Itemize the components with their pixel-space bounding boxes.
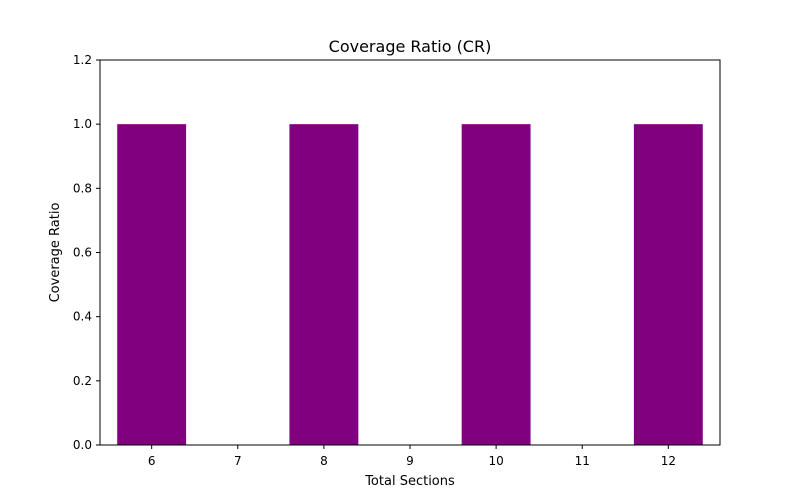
bar-6 — [117, 124, 187, 446]
y-tick-label: 0.0 — [73, 438, 92, 452]
bar-12 — [633, 124, 703, 446]
bar-10 — [461, 124, 531, 446]
y-axis-ticks: 0.0 0.2 0.4 0.6 0.8 1.0 1.2 — [73, 53, 100, 452]
x-axis-ticks: 6 7 8 9 10 11 12 — [148, 445, 676, 468]
bar-8 — [289, 124, 359, 446]
y-tick-label: 1.0 — [73, 117, 92, 131]
chart-title: Coverage Ratio (CR) — [329, 37, 492, 56]
x-tick-label: 8 — [320, 454, 328, 468]
y-tick-label: 0.2 — [73, 374, 92, 388]
x-tick-label: 12 — [661, 454, 676, 468]
x-tick-label: 10 — [488, 454, 503, 468]
x-tick-label: 7 — [234, 454, 242, 468]
y-tick-label: 1.2 — [73, 53, 92, 67]
x-tick-label: 9 — [406, 454, 414, 468]
y-axis-label: Coverage Ratio — [48, 203, 63, 303]
y-tick-label: 0.4 — [73, 310, 92, 324]
y-tick-label: 0.6 — [73, 246, 92, 260]
x-tick-label: 11 — [575, 454, 590, 468]
plot-frame — [99, 59, 721, 446]
x-tick-label: 6 — [148, 454, 156, 468]
bars-group — [117, 124, 703, 446]
x-axis-label: Total Sections — [364, 474, 455, 489]
y-tick-label: 0.8 — [73, 181, 92, 195]
